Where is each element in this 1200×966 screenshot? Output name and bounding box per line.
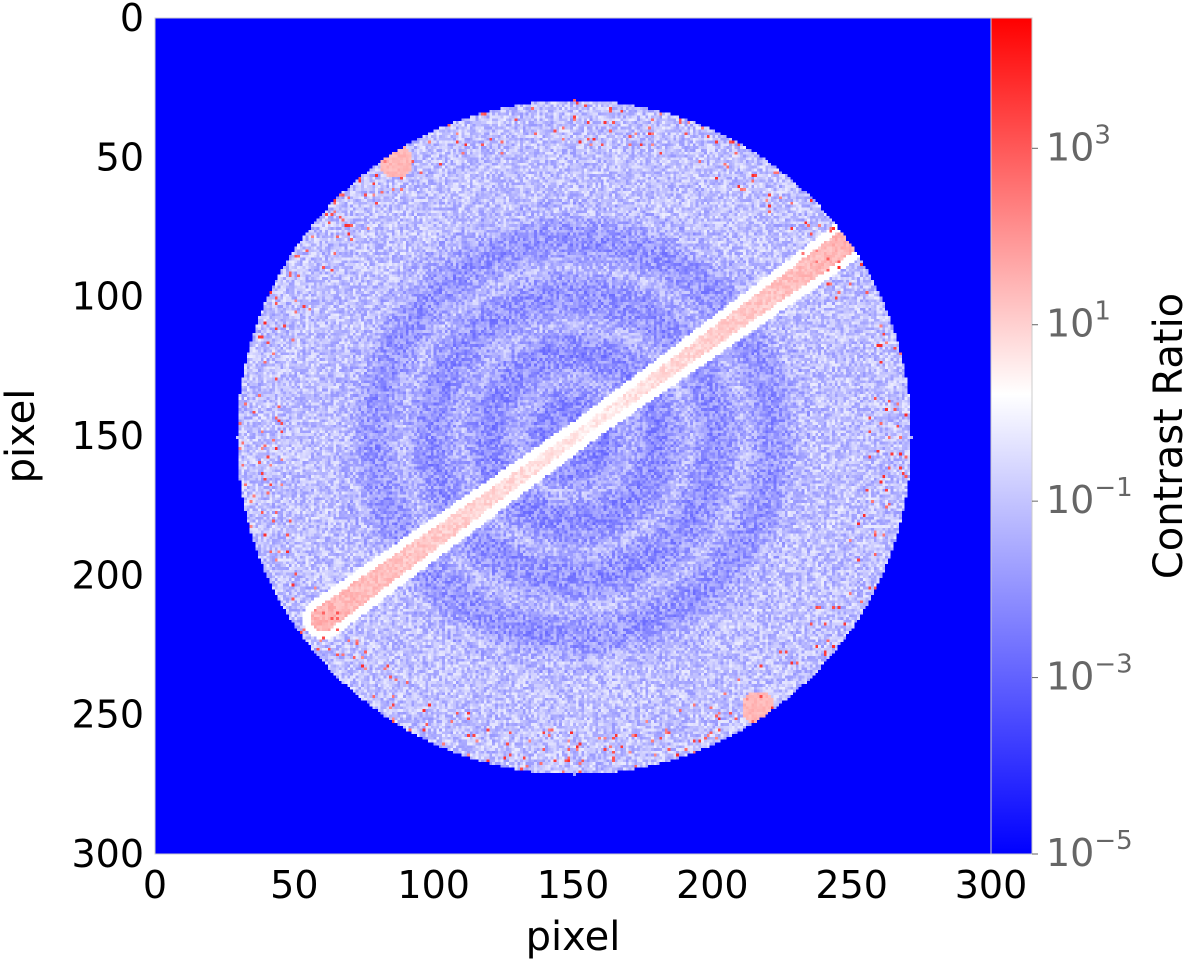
y-tick-label: 200 [71,553,144,597]
x-tick-label: 0 [143,863,167,907]
y-axis-label: pixel [0,389,44,484]
contrast-heatmap-image [155,18,991,854]
x-tick-label: 150 [537,863,610,907]
x-tick-label: 100 [397,863,470,907]
y-tick-label: 300 [71,832,144,876]
colorbar-tick-label: 10−5 [1046,826,1133,875]
y-tick-label: 250 [71,693,144,737]
colorbar [990,17,1033,855]
x-tick-label: 200 [676,863,749,907]
y-tick-label: 150 [71,414,144,458]
colorbar-tick-label: 101 [1046,297,1111,346]
x-axis-ticks: 0 50 100 150 200 250 300 [143,863,1027,907]
x-tick-label: 300 [955,863,1028,907]
x-tick-label: 50 [270,863,318,907]
y-tick-label: 0 [120,0,144,40]
heatmap-plot-area [155,18,991,854]
colorbar-ticks: 103 101 10−1 10−3 10−5 [1032,120,1133,875]
colorbar-tick-label: 103 [1046,120,1111,169]
x-axis-label: pixel [526,914,621,960]
x-tick-label: 250 [815,863,888,907]
colorbar-tick-label: 10−1 [1046,473,1133,522]
colorbar-label: Contrast Ratio [1146,293,1192,579]
colorbar-tick-label: 10−3 [1046,650,1133,699]
y-tick-label: 100 [71,275,144,319]
y-axis-ticks: 0 50 100 150 200 250 300 [71,0,144,876]
y-tick-label: 50 [96,135,144,179]
